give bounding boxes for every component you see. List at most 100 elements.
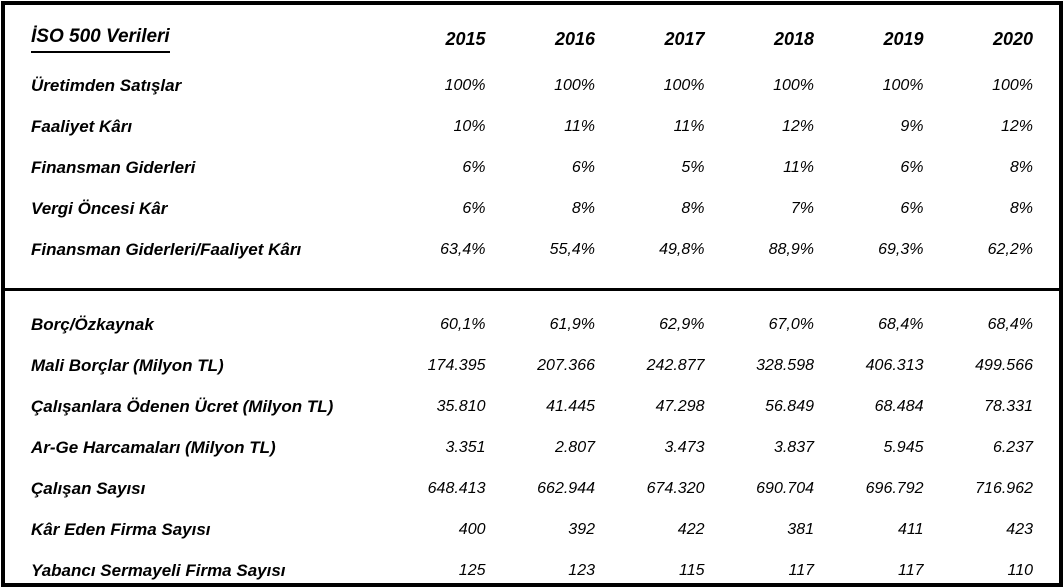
- value-cell: 123: [568, 561, 595, 579]
- table-row: Finansman Giderleri/Faaliyet Kârı 63,4% 55…: [31, 229, 1033, 282]
- table-row: Vergi Öncesi Kâr 6% 8% 8% 7% 6% 8%: [31, 188, 1033, 229]
- value-cell: 47.298: [655, 397, 705, 415]
- value-cell: 690.704: [756, 479, 814, 497]
- year-column-header: 2019: [883, 28, 924, 49]
- value-cell: 696.792: [865, 479, 924, 497]
- table-row: Çalışan Sayısı 648.413 662.944 674.320 690.7…: [31, 468, 1033, 509]
- value-cell: 2.807: [554, 438, 595, 456]
- table-row: Çalışanlara Ödenen Ücret (Milyon TL) 35.8…: [31, 386, 1033, 427]
- value-cell: 3.351: [445, 438, 486, 456]
- year-column-header: 2017: [664, 28, 705, 49]
- value-cell: 8%: [681, 199, 705, 217]
- value-cell: 381: [787, 520, 814, 538]
- value-cell: 6%: [900, 158, 924, 176]
- value-cell: 7%: [790, 199, 814, 217]
- value-cell: 674.320: [646, 479, 705, 497]
- row-label: Finansman Giderleri/Faaliyet Kârı: [31, 239, 302, 259]
- value-cell: 3.473: [664, 438, 705, 456]
- value-cell: 10%: [453, 117, 486, 135]
- table-row: Finansman Giderleri 6% 6% 5% 11% 6% 8%: [31, 147, 1033, 188]
- value-cell: 5.945: [883, 438, 924, 456]
- value-cell: 8%: [571, 199, 595, 217]
- value-cell: 100%: [663, 76, 705, 94]
- value-cell: 110: [1007, 561, 1033, 579]
- value-cell: 68,4%: [987, 315, 1033, 333]
- row-label: Finansman Giderleri: [31, 157, 196, 177]
- value-cell: 662.944: [537, 479, 595, 497]
- row-label: Mali Borçlar (Milyon TL): [31, 355, 224, 375]
- table-row: Kâr Eden Firma Sayısı 400 392 422 381 411 423: [31, 509, 1033, 550]
- row-label: Faaliyet Kârı: [31, 116, 133, 136]
- value-cell: 648.413: [427, 479, 486, 497]
- value-cell: 5%: [681, 158, 705, 176]
- value-cell: 499.566: [975, 356, 1033, 374]
- section-divider-row: [5, 282, 1059, 296]
- table-title: İSO 500 Verileri: [31, 26, 170, 53]
- value-cell: 6.237: [992, 438, 1033, 456]
- value-cell: 207.366: [537, 356, 595, 374]
- row-label: Kâr Eden Firma Sayısı: [31, 519, 211, 539]
- table-row: Mali Borçlar (Milyon TL) 174.395 207.366 24…: [31, 345, 1033, 386]
- year-column-header: 2018: [773, 28, 814, 49]
- table-row: Faaliyet Kârı 10% 11% 11% 12% 9% 12%: [31, 106, 1033, 147]
- value-cell: 115: [678, 561, 705, 579]
- table-row: Ar-Ge Harcamaları (Milyon TL) 3.351 2.807 3…: [31, 427, 1033, 468]
- row-label: Vergi Öncesi Kâr: [31, 198, 168, 218]
- value-cell: 100%: [773, 76, 814, 94]
- header-row: İSO 500 Verileri 2015 2016 2017 2018 2019 202…: [31, 13, 1033, 65]
- table-title-cell: İSO 500 Verileri: [31, 13, 376, 65]
- value-cell: 67,0%: [768, 315, 814, 333]
- value-cell: 11%: [564, 117, 595, 135]
- value-cell: 411: [897, 520, 924, 538]
- value-cell: 68,4%: [878, 315, 924, 333]
- value-cell: 423: [1006, 520, 1033, 538]
- value-cell: 8%: [1009, 199, 1033, 217]
- value-cell: 328.598: [756, 356, 814, 374]
- value-cell: 174.395: [427, 356, 486, 374]
- value-cell: 68.484: [874, 397, 924, 415]
- value-cell: 12%: [781, 117, 814, 135]
- year-column-header: 2016: [554, 28, 595, 49]
- row-label: Çalışanlara Ödenen Ücret (Milyon TL): [31, 396, 334, 416]
- figures-section: Borç/Özkaynak 60,1% 61,9% 62,9% 67,0% 68,4% 68…: [31, 296, 1033, 583]
- value-cell: 392: [568, 520, 595, 538]
- value-cell: 60,1%: [440, 315, 486, 333]
- year-column-header: 2020: [992, 28, 1033, 49]
- section-divider-rule: [5, 287, 1059, 291]
- divider-section: [5, 282, 1059, 296]
- value-cell: 716.962: [975, 479, 1033, 497]
- value-cell: 6%: [462, 158, 486, 176]
- ratio-section: Üretimden Satışlar 100% 100% 100% 100% 100% 10…: [31, 65, 1033, 282]
- year-column-header: 2015: [445, 28, 486, 49]
- value-cell: 117: [788, 561, 814, 579]
- value-cell: 49,8%: [659, 240, 705, 258]
- value-cell: 63,4%: [440, 240, 486, 258]
- value-cell: 400: [458, 520, 486, 538]
- table-row: Yabancı Sermayeli Firma Sayısı 125 123 115 1…: [31, 550, 1033, 583]
- value-cell: 55,4%: [549, 240, 595, 258]
- value-cell: 11%: [673, 117, 705, 135]
- value-cell: 100%: [992, 76, 1033, 94]
- value-cell: 61,9%: [549, 315, 595, 333]
- value-cell: 406.313: [865, 356, 924, 374]
- row-label: Ar-Ge Harcamaları (Milyon TL): [31, 437, 276, 457]
- value-cell: 62,9%: [659, 315, 705, 333]
- value-cell: 3.837: [773, 438, 814, 456]
- value-cell: 69,3%: [878, 240, 924, 258]
- section-divider-cell: [5, 282, 1059, 296]
- value-cell: 9%: [900, 117, 924, 135]
- value-cell: 422: [677, 520, 705, 538]
- value-cell: 35.810: [436, 397, 486, 415]
- value-cell: 56.849: [765, 397, 814, 415]
- row-label: Borç/Özkaynak: [31, 314, 154, 334]
- value-cell: 8%: [1009, 158, 1033, 176]
- value-cell: 78.331: [984, 397, 1033, 415]
- row-label: Çalışan Sayısı: [31, 478, 146, 498]
- row-label: Üretimden Satışlar: [31, 75, 182, 95]
- value-cell: 41.445: [546, 397, 595, 415]
- table-row: Üretimden Satışlar 100% 100% 100% 100% 100% 10…: [31, 65, 1033, 106]
- value-cell: 62,2%: [987, 240, 1033, 258]
- value-cell: 12%: [1000, 117, 1033, 135]
- value-cell: 11%: [783, 158, 814, 176]
